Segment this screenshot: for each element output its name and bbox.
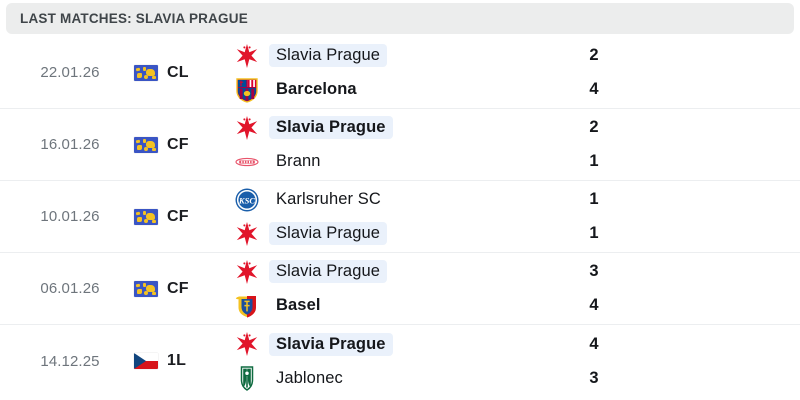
match-date: 16.01.26 xyxy=(40,136,100,153)
match-row[interactable]: 06.01.26 CF Slavia Prague Basel 3 4 xyxy=(0,253,800,325)
slavia-prague-logo xyxy=(234,43,260,69)
match-row[interactable]: 16.01.26 CF Slavia Prague Brann 2 1 xyxy=(0,109,800,181)
teams-cell: Slavia Prague Basel xyxy=(230,259,524,318)
team-line-home[interactable]: Slavia Prague xyxy=(234,43,524,69)
match-date: 22.01.26 xyxy=(40,64,100,81)
team-name[interactable]: Karlsruher SC xyxy=(276,190,381,208)
match-row[interactable]: 10.01.26 CF KSC Karlsruher SC Slavia Prague 1… xyxy=(0,181,800,253)
slavia-prague-logo xyxy=(234,115,260,141)
team-line-home[interactable]: Slavia Prague xyxy=(234,115,524,141)
score-away: 4 xyxy=(589,80,599,98)
svg-text:KSC: KSC xyxy=(238,195,256,205)
match-row[interactable]: 22.01.26 CL Slavia Prague Barcelona 2 4 xyxy=(0,37,800,109)
match-date: 10.01.26 xyxy=(40,208,100,225)
team-name[interactable]: Basel xyxy=(276,296,321,314)
match-date: 14.12.25 xyxy=(40,352,100,370)
panel-header: LAST MATCHES: SLAVIA PRAGUE xyxy=(6,3,794,34)
teams-cell: Slavia Prague Brann xyxy=(230,115,524,174)
barcelona-logo xyxy=(234,77,260,103)
world-flag-icon xyxy=(134,280,158,297)
team-name[interactable]: Brann xyxy=(276,152,321,170)
basel-logo xyxy=(234,293,260,319)
score-away: 3 xyxy=(589,368,599,387)
team-line-home[interactable]: Slavia Prague xyxy=(234,259,524,285)
team-name[interactable]: Slavia Prague xyxy=(269,116,393,139)
team-name[interactable]: Barcelona xyxy=(276,80,357,98)
score-home: 2 xyxy=(589,118,599,136)
teams-cell: Slavia Prague Barcelona xyxy=(230,43,524,103)
team-name[interactable]: Slavia Prague xyxy=(269,260,388,283)
team-line-away[interactable]: Barcelona xyxy=(234,77,524,103)
competition-code: CF xyxy=(167,135,189,153)
match-list: 22.01.26 CL Slavia Prague Barcelona 2 4 16.01.… xyxy=(0,37,800,397)
team-line-away[interactable]: Brann xyxy=(234,150,524,174)
competition-cell[interactable]: 1L xyxy=(134,352,230,370)
competition-cell[interactable]: CF xyxy=(134,136,230,154)
competition-cell[interactable]: CF xyxy=(134,208,230,226)
team-name[interactable]: Slavia Prague xyxy=(269,44,388,67)
last-matches-panel: LAST MATCHES: SLAVIA PRAGUE 22.01.26 CL Sl… xyxy=(0,3,800,400)
brann-logo xyxy=(234,149,260,175)
slavia-prague-logo xyxy=(234,259,260,285)
czech-flag-icon xyxy=(134,353,158,369)
world-flag-icon xyxy=(134,208,158,225)
team-line-away[interactable]: Jablonec xyxy=(234,365,524,391)
team-line-home[interactable]: Slavia Prague xyxy=(234,332,524,356)
team-line-away[interactable]: Basel xyxy=(234,294,524,318)
world-flag-icon xyxy=(134,64,158,81)
score-home: 3 xyxy=(589,262,599,280)
score-away: 1 xyxy=(589,224,599,242)
match-row[interactable]: 14.12.25 1L Slavia Prague Jablonec 4 3 xyxy=(0,325,800,397)
score-home: 1 xyxy=(589,190,599,208)
match-date: 06.01.26 xyxy=(40,280,100,297)
karlsruher-sc-logo: KSC xyxy=(234,187,260,213)
competition-code: 1L xyxy=(167,352,187,369)
slavia-prague-logo xyxy=(234,331,260,357)
team-name[interactable]: Slavia Prague xyxy=(269,222,388,245)
team-line-away[interactable]: Slavia Prague xyxy=(234,221,524,247)
score-home: 2 xyxy=(589,46,599,64)
teams-cell: KSC Karlsruher SC Slavia Prague xyxy=(230,188,524,246)
competition-cell[interactable]: CF xyxy=(134,280,230,298)
team-name[interactable]: Slavia Prague xyxy=(269,332,393,356)
score-away: 1 xyxy=(589,152,599,170)
jablonec-logo xyxy=(234,365,260,391)
competition-code: CL xyxy=(167,63,189,81)
team-line-home[interactable]: KSC Karlsruher SC xyxy=(234,188,524,212)
world-flag-icon xyxy=(134,136,158,153)
page-title: LAST MATCHES: SLAVIA PRAGUE xyxy=(20,11,248,26)
competition-code: CF xyxy=(167,279,189,297)
slavia-prague-logo xyxy=(234,221,260,247)
team-name[interactable]: Jablonec xyxy=(276,368,343,387)
teams-cell: Slavia Prague Jablonec xyxy=(230,332,524,391)
score-home: 4 xyxy=(589,334,599,353)
competition-cell[interactable]: CL xyxy=(134,64,230,82)
competition-code: CF xyxy=(167,207,189,225)
score-away: 4 xyxy=(589,296,599,314)
